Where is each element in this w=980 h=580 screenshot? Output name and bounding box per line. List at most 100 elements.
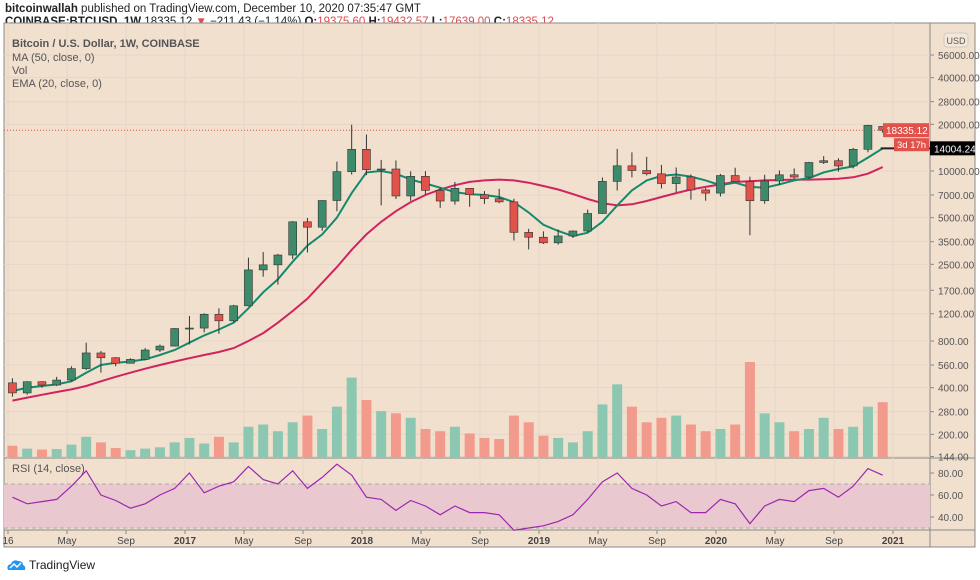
- y-tick-label: 28000.00: [938, 98, 980, 109]
- volume-bar: [789, 431, 800, 458]
- volume-bar: [494, 439, 505, 458]
- candle-body: [701, 189, 710, 194]
- volume-bar: [582, 431, 593, 458]
- legend-vol[interactable]: Vol: [12, 65, 28, 77]
- candle-body: [37, 381, 47, 386]
- volume-bar: [479, 437, 490, 458]
- y-tick-label: 1700.00: [938, 286, 975, 297]
- y-tick-label: 5000.00: [938, 214, 975, 225]
- volume-bar: [464, 433, 475, 458]
- y-tick-label: 200.00: [938, 430, 969, 441]
- candle-body: [258, 264, 268, 271]
- candle-body: [686, 176, 696, 191]
- volume-bar: [626, 406, 637, 458]
- volume-bar: [671, 415, 682, 458]
- candle-body: [81, 352, 91, 369]
- candle-body: [214, 313, 224, 322]
- y-tick-label: 144.00: [938, 452, 969, 463]
- candle-body: [347, 149, 356, 172]
- volume-bar: [287, 422, 298, 458]
- volume-bar: [331, 406, 342, 458]
- crosshair-price-label: 14004.24: [934, 144, 976, 155]
- volume-bar: [597, 404, 608, 458]
- usd-badge: USD: [943, 32, 969, 48]
- volume-bar: [228, 442, 239, 458]
- candle-body: [185, 327, 194, 330]
- volume-bar: [51, 449, 62, 458]
- volume-bar: [361, 399, 372, 458]
- x-tick-label: 2018: [351, 536, 374, 547]
- candle-body: [362, 149, 371, 170]
- price-axis-background: [929, 22, 976, 548]
- volume-bar: [715, 428, 726, 458]
- volume-bar: [199, 443, 210, 458]
- legend-ma[interactable]: MA (50, close, 0): [12, 52, 95, 64]
- x-tick-label: May: [766, 536, 785, 547]
- volume-bar: [125, 450, 136, 458]
- y-tick-label: 56000.00: [938, 51, 980, 62]
- volume-bar: [818, 417, 829, 458]
- volume-bar: [346, 377, 357, 458]
- candle-body: [111, 357, 120, 364]
- legend-rsi[interactable]: RSI (14, close): [12, 463, 85, 475]
- x-tick-label: 2019: [528, 536, 551, 547]
- candle-body: [140, 349, 150, 360]
- volume-bar: [81, 436, 92, 458]
- candle-body: [612, 165, 622, 182]
- volume-bar: [36, 449, 47, 458]
- rsi-tick-label: 60.00: [938, 491, 963, 502]
- candle-body: [22, 381, 32, 394]
- x-tick-label: May: [235, 536, 254, 547]
- candle-body: [421, 176, 430, 191]
- last-price-badge: [883, 123, 929, 138]
- author[interactable]: bitcoinwallah: [5, 3, 78, 15]
- volume-bar: [744, 362, 755, 458]
- candle-body: [288, 221, 297, 256]
- x-tick-label: Sep: [648, 536, 666, 547]
- volume-bar: [862, 406, 873, 458]
- candle-body: [863, 125, 873, 150]
- volume-bar: [169, 442, 180, 458]
- candle-body: [480, 194, 489, 199]
- x-tick-label: Sep: [825, 536, 843, 547]
- volume-bar: [848, 426, 859, 458]
- volume-bar: [376, 411, 387, 458]
- legend-title: Bitcoin / U.S. Dollar, 1W, COINBASE: [12, 38, 200, 50]
- x-tick-label: May: [412, 536, 431, 547]
- volume-bar: [523, 422, 534, 458]
- candle-body: [155, 345, 165, 351]
- volume-bar: [390, 413, 401, 458]
- candle-body: [789, 174, 799, 178]
- y-tick-label: 10000.00: [938, 167, 980, 178]
- x-tick-label: Sep: [117, 536, 135, 547]
- volume-bar: [759, 413, 770, 458]
- y-tick-label: 2500.00: [938, 260, 975, 271]
- candle-body: [450, 188, 460, 202]
- y-tick-label: 800.00: [938, 337, 969, 348]
- volume-bar: [405, 417, 416, 458]
- candle-body: [730, 175, 740, 182]
- y-tick-label: 20000.00: [938, 120, 980, 131]
- volume-bar: [22, 448, 33, 458]
- volume-bar: [258, 424, 269, 458]
- volume-bar: [184, 437, 195, 458]
- tradingview-logo[interactable]: TradingView: [6, 558, 95, 572]
- candle-body: [671, 176, 681, 184]
- x-tick-label: May: [58, 536, 77, 547]
- plot-background: [3, 22, 931, 548]
- candle-body: [775, 174, 784, 182]
- candle-body: [642, 170, 651, 175]
- x-tick-label: 2017: [174, 536, 197, 547]
- ema20-line: [12, 147, 884, 393]
- volume-bar: [538, 435, 549, 458]
- candle-body: [804, 162, 814, 178]
- candle-body: [553, 235, 563, 244]
- candle-body: [834, 160, 843, 167]
- legend-ema[interactable]: EMA (20, close, 0): [12, 78, 102, 90]
- volume-bar: [420, 428, 431, 458]
- low-label: L:: [431, 16, 443, 28]
- volume-bar: [685, 424, 696, 458]
- volume-bar: [612, 384, 623, 458]
- y-tick-label: 40000.00: [938, 74, 980, 85]
